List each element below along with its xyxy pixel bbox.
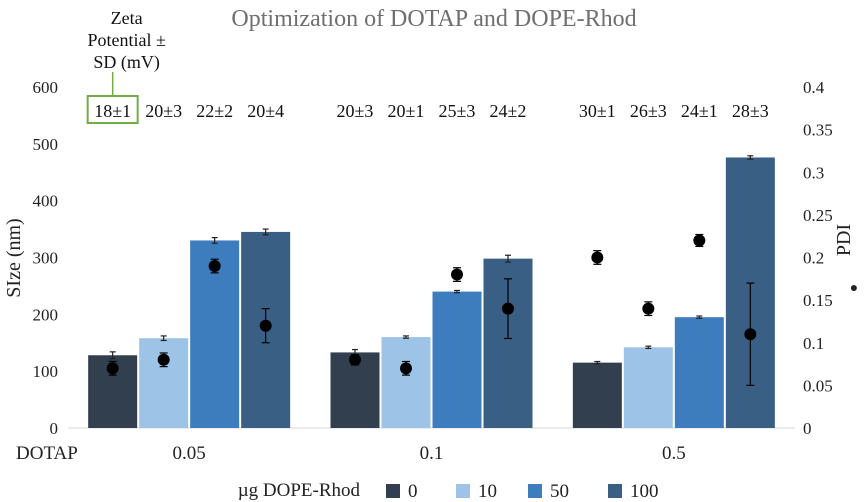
chart-title: Optimization of DOTAP and DOPE-Rhod xyxy=(231,6,636,32)
pdi-point xyxy=(400,362,412,375)
pdi-point xyxy=(693,234,706,247)
pdi-point xyxy=(642,302,655,315)
zeta-highlight-box xyxy=(86,95,139,124)
y2-tick-label: 0.25 xyxy=(803,206,833,225)
bar xyxy=(139,338,189,428)
pdi-point xyxy=(106,362,119,375)
y-tick-label: 100 xyxy=(33,362,59,381)
pdi-point xyxy=(591,251,604,264)
y2-tick-label: 0.35 xyxy=(803,121,833,140)
y-tick-label: 500 xyxy=(33,135,59,154)
zeta-label: 30±1 xyxy=(579,101,616,121)
zeta-label: 20±3 xyxy=(337,101,374,121)
zeta-header-line: Zeta xyxy=(111,8,143,28)
legend-swatch xyxy=(528,484,542,498)
zeta-label: 18±1 xyxy=(94,101,131,121)
y2-tick-label: 0.1 xyxy=(803,334,824,353)
y2-tick-label: 0.2 xyxy=(803,249,824,268)
pdi-point xyxy=(451,268,463,281)
y2-axis-marker: ● xyxy=(850,281,858,296)
zeta-label: 24±2 xyxy=(490,101,527,121)
y-tick-label: 200 xyxy=(33,305,59,324)
legend-label: 50 xyxy=(550,481,569,502)
y2-tick-label: 0.15 xyxy=(803,291,833,310)
bar xyxy=(623,347,673,428)
legend-label: 0 xyxy=(408,481,418,502)
y-tick-label: 0 xyxy=(50,419,59,438)
bar xyxy=(674,317,724,428)
pdi-point xyxy=(208,260,221,273)
x-tick-label: 0.05 xyxy=(173,443,206,464)
legend-swatch xyxy=(386,484,400,498)
pdi-point xyxy=(349,353,361,366)
pdi-point xyxy=(744,328,757,341)
y-tick-label: 400 xyxy=(33,192,59,211)
zeta-label: 28±3 xyxy=(732,101,769,121)
zeta-label: 24±1 xyxy=(681,101,718,121)
zeta-label: 20±3 xyxy=(145,101,182,121)
pdi-point xyxy=(259,319,272,332)
bar xyxy=(381,337,431,428)
pdi-point xyxy=(502,302,514,315)
zeta-label: 25±3 xyxy=(439,101,476,121)
legend-swatch xyxy=(456,484,470,498)
y-tick-label: 600 xyxy=(33,78,59,97)
legend-label: 10 xyxy=(478,481,497,502)
zeta-header-line: Potential ± xyxy=(87,30,165,50)
x-tick-label: 0.5 xyxy=(662,443,686,464)
y-axis-title: SIze (nm) xyxy=(3,218,25,297)
zeta-label: 22±2 xyxy=(196,101,233,121)
legend-title: µg DOPE-Rhod xyxy=(238,480,361,501)
x-tick-label: 0.1 xyxy=(420,443,444,464)
y2-tick-label: 0.05 xyxy=(803,376,833,395)
x-prefix-label: DOTAP xyxy=(16,443,78,464)
pdi-point xyxy=(157,353,170,366)
y-tick-label: 300 xyxy=(33,249,59,268)
y2-tick-label: 0.4 xyxy=(803,78,825,97)
zeta-header-line: SD (mV) xyxy=(93,52,160,73)
y2-tick-label: 0.3 xyxy=(803,163,824,182)
y2-tick-label: 0 xyxy=(803,419,812,438)
zeta-label: 26±3 xyxy=(630,101,667,121)
legend-label: 100 xyxy=(630,481,659,502)
zeta-label: 20±4 xyxy=(247,101,284,121)
bar xyxy=(572,362,622,428)
zeta-label: 20±1 xyxy=(388,101,425,121)
legend-swatch xyxy=(608,484,622,498)
bar xyxy=(432,291,482,428)
y2-axis-title: PDI xyxy=(833,224,855,256)
